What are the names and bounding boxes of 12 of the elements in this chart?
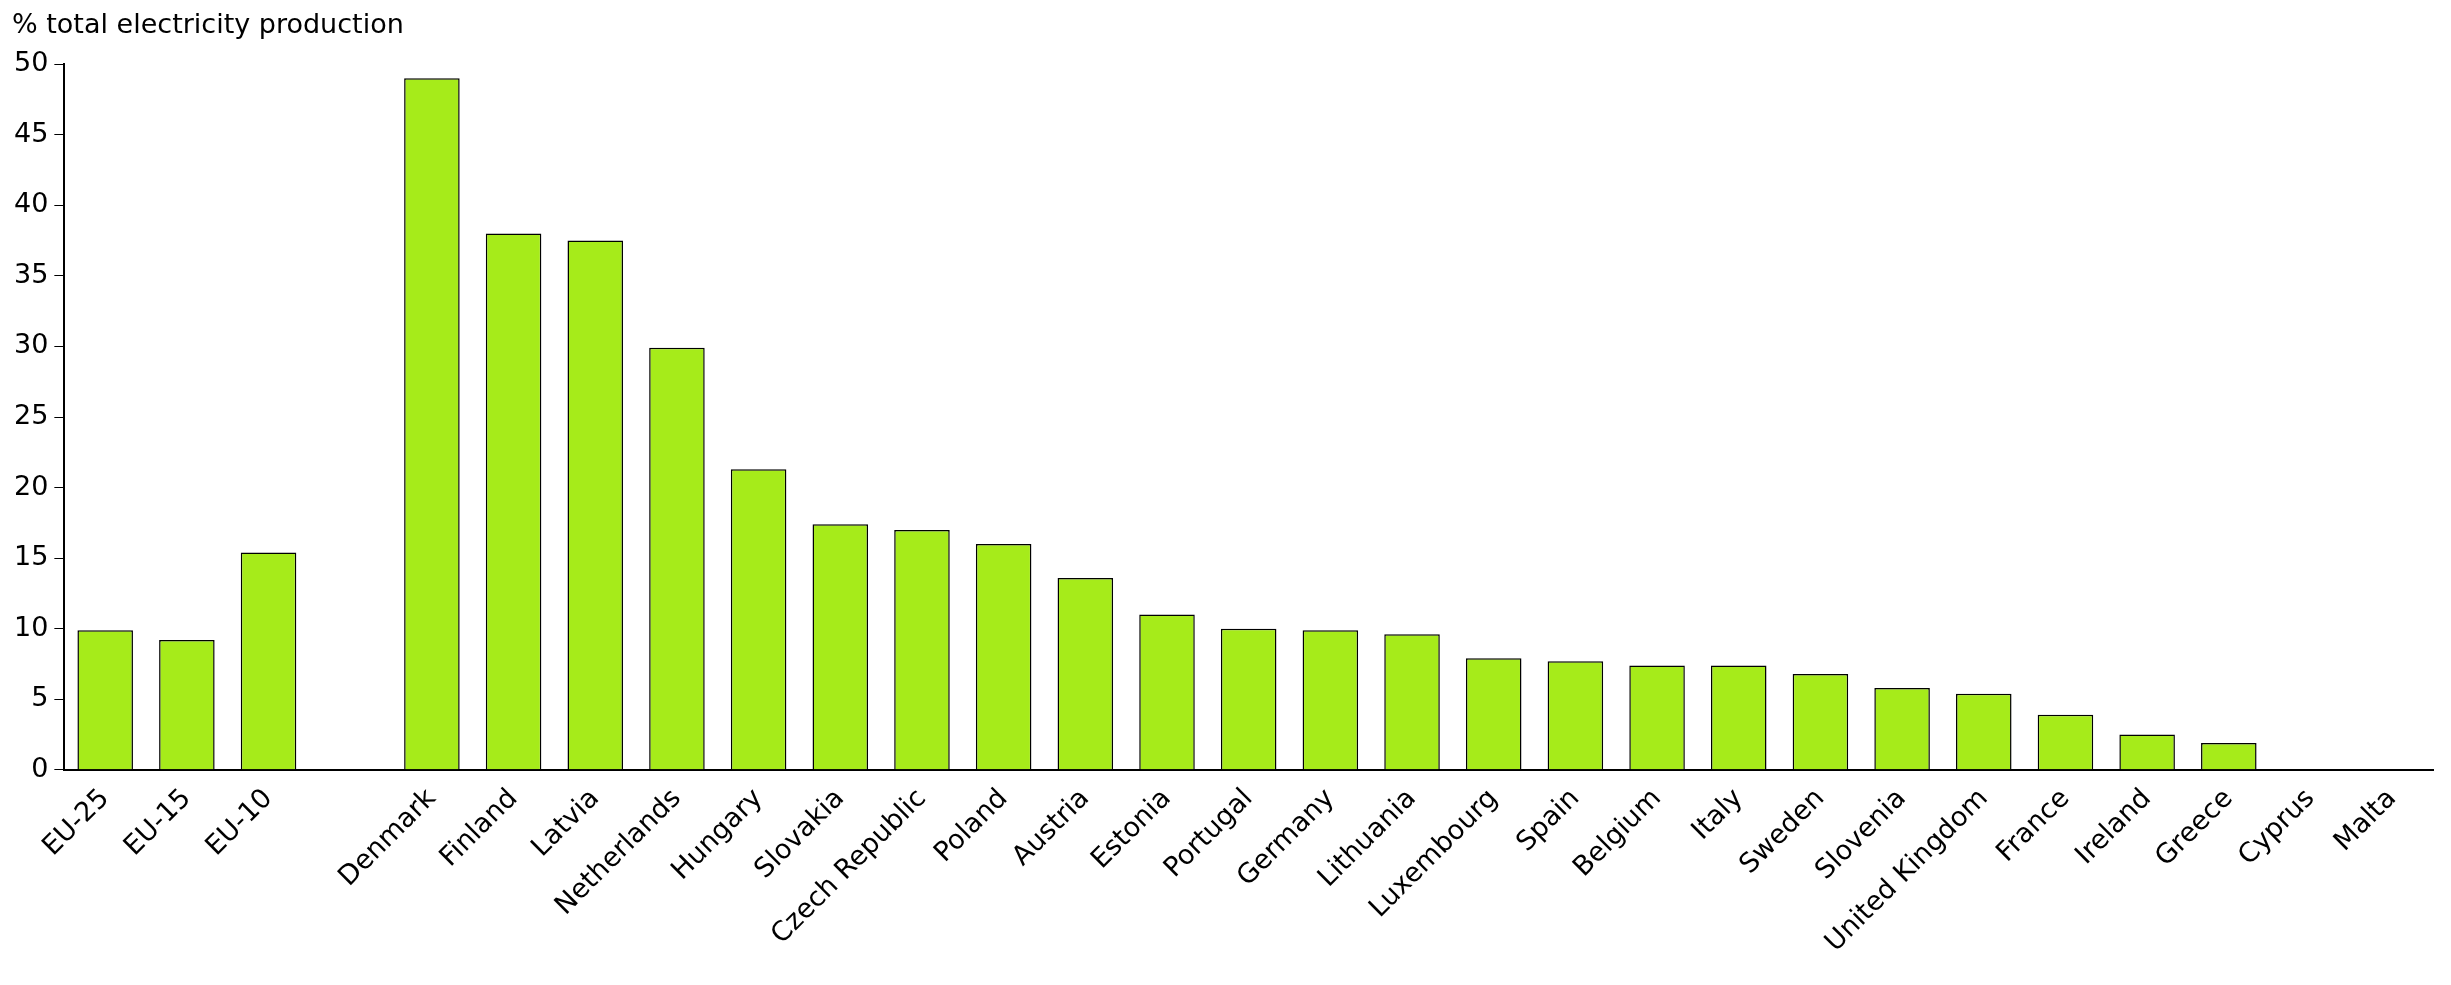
y-tick-label: 40 [14, 187, 49, 219]
y-tick-label: 20 [14, 469, 49, 501]
y-tick-label: 15 [14, 540, 49, 572]
y-tick-label: 35 [14, 257, 49, 289]
y-tick-label: 50 [14, 46, 49, 78]
y-tick-label: 45 [14, 116, 49, 148]
y-tick-label: 25 [14, 399, 49, 431]
y-tick-label: 30 [14, 328, 49, 360]
y-tick-label: 0 [31, 751, 49, 783]
y-tick-label: 10 [14, 610, 49, 642]
y-tick-label: 5 [31, 681, 49, 713]
y-axis-title: % total electricity production [12, 8, 405, 41]
